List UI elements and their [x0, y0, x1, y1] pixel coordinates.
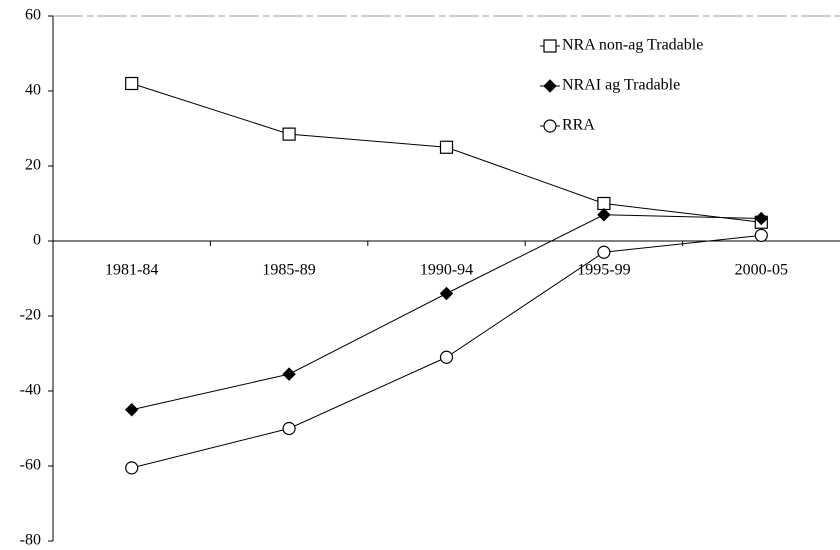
y-tick-label: 20	[25, 157, 41, 174]
marker	[282, 127, 296, 141]
marker	[124, 403, 139, 417]
marker	[282, 367, 296, 381]
marker	[754, 228, 768, 242]
x-tick-label: 2000-05	[735, 262, 788, 279]
x-tick-label: 1990-94	[420, 262, 473, 279]
legend-label: NRAI ag Tradable	[562, 77, 680, 94]
marker	[754, 211, 769, 226]
marker	[597, 196, 611, 211]
y-tick-label: 40	[25, 82, 41, 99]
marker	[543, 119, 557, 133]
marker	[543, 79, 557, 93]
series-line	[131, 214, 762, 411]
y-tick-label: 60	[25, 7, 41, 24]
marker	[439, 350, 454, 364]
legend-label: NRA non-ag Tradable	[562, 37, 703, 54]
y-tick-label: -40	[20, 382, 41, 399]
y-tick-label: 0	[33, 232, 41, 249]
legend-label: RRA	[562, 117, 595, 134]
y-tick-label: -20	[20, 307, 41, 324]
y-tick-label: -80	[20, 532, 41, 549]
marker	[125, 461, 139, 475]
marker	[439, 140, 454, 154]
x-tick-label: 1985-89	[262, 262, 315, 279]
marker	[282, 421, 296, 436]
marker	[597, 208, 611, 222]
y-tick-label: -60	[20, 457, 41, 474]
x-tick-label: 1995-99	[577, 262, 630, 279]
marker	[597, 245, 611, 259]
marker	[543, 39, 557, 53]
marker	[439, 286, 454, 301]
marker	[125, 76, 139, 91]
x-tick-label: 1981-84	[105, 262, 158, 279]
